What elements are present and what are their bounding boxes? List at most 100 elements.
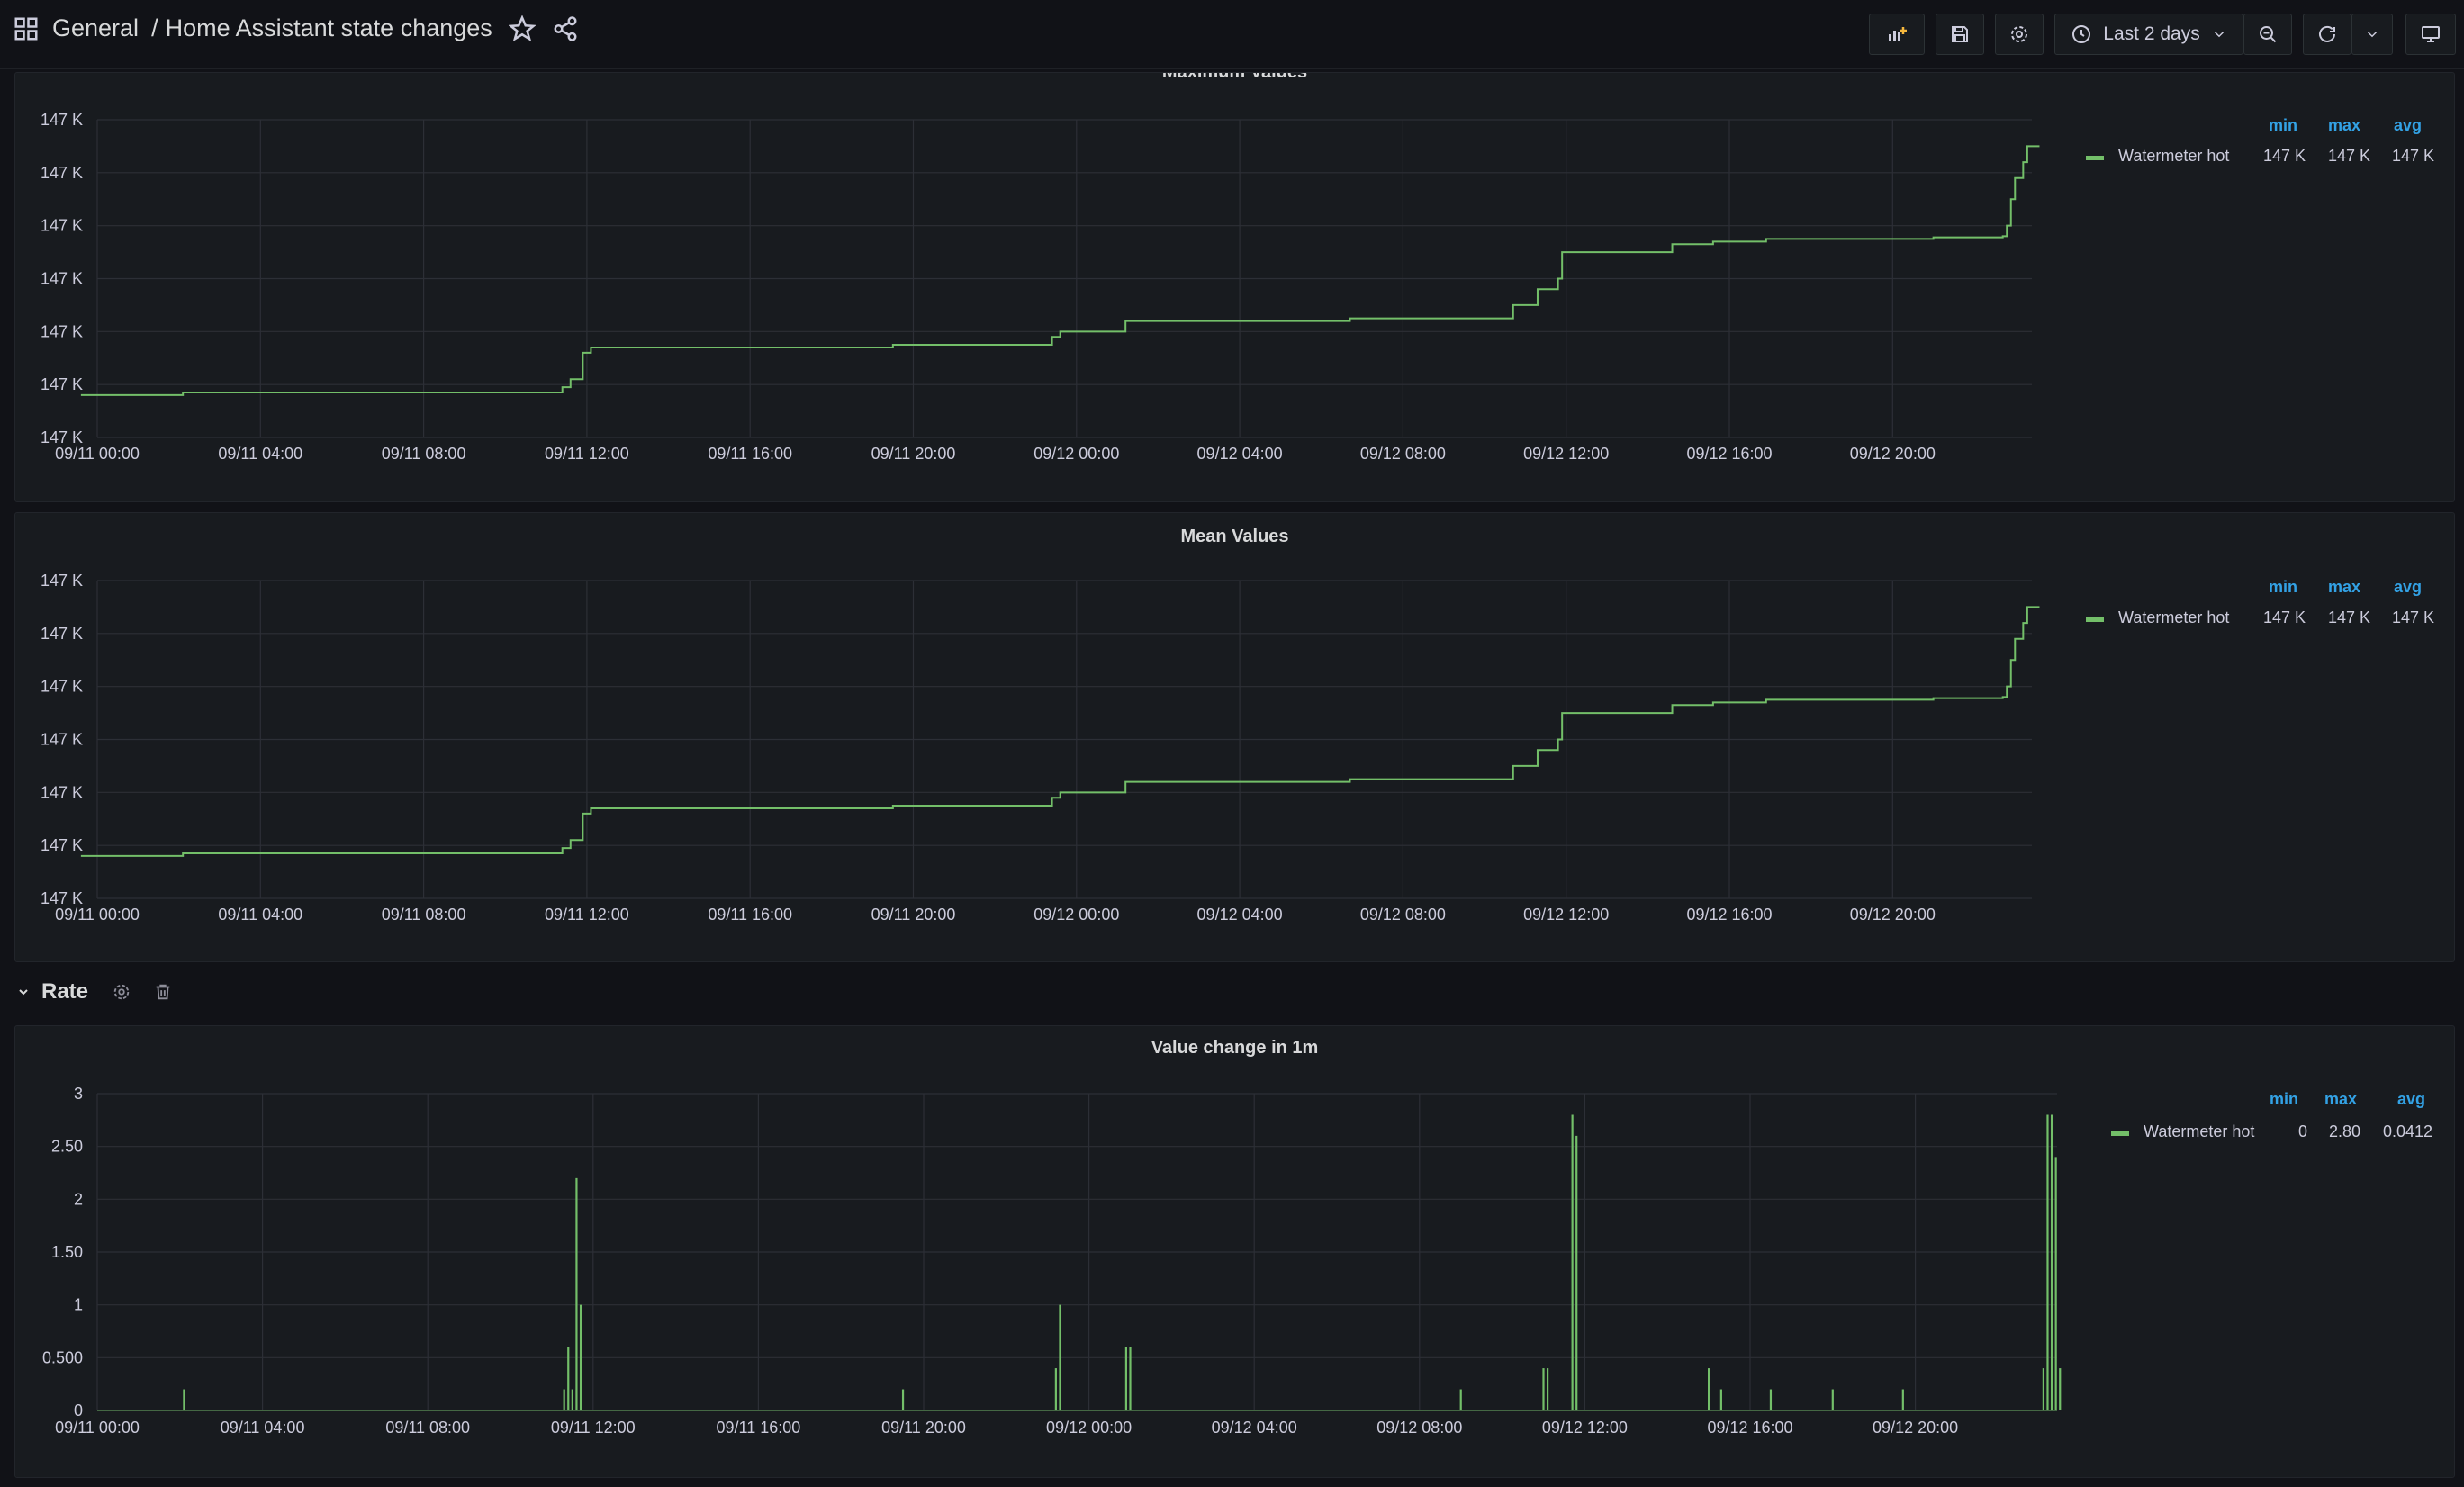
x-tick-label: 09/12 20:00 <box>1850 906 1936 924</box>
x-tick-label: 09/11 20:00 <box>881 1419 966 1437</box>
y-tick-label: 147 K <box>41 836 83 854</box>
save-icon <box>1952 26 1968 42</box>
legend-series-name[interactable]: Watermeter hot <box>2118 608 2230 626</box>
legend-swatch <box>2111 1131 2129 1136</box>
x-tick-label: 09/11 12:00 <box>551 1419 636 1437</box>
x-tick-label: 09/12 20:00 <box>1873 1419 1958 1437</box>
legend-header-avg[interactable]: avg <box>2394 116 2423 134</box>
panel-value-change: Value change in 1m 0 0.500 1 1.50 2 2.50 3 09/1… <box>14 1025 2455 1478</box>
x-tick-label: 09/12 08:00 <box>1360 445 1446 463</box>
x-tick-label: 09/12 12:00 <box>1523 445 1609 463</box>
legend-header-max[interactable]: max <box>2328 116 2361 134</box>
breadcrumb-folder[interactable]: General <box>52 14 140 41</box>
x-tick-label: 09/12 16:00 <box>1686 906 1772 924</box>
star-icon[interactable] <box>508 14 536 42</box>
series-line <box>80 606 2040 857</box>
time-range-label: Last 2 days <box>2103 23 2200 44</box>
legend-max-value: 2.80 <box>2329 1122 2361 1140</box>
x-tick-label: 09/12 00:00 <box>1046 1419 1132 1437</box>
panel-title[interactable]: Maximum Values <box>1161 72 1308 82</box>
dashboard-title[interactable]: Home Assistant state changes <box>165 14 492 41</box>
x-tick-label: 09/11 16:00 <box>708 445 792 463</box>
legend-avg-value: 147 K <box>2392 147 2435 165</box>
y-tick-label: 147 K <box>41 217 83 235</box>
series-line <box>80 145 2040 396</box>
refresh-button[interactable] <box>2303 14 2351 55</box>
y-tick-label: 147 K <box>41 783 83 801</box>
panel-title[interactable]: Value change in 1m <box>1151 1038 1319 1058</box>
chevron-down-icon[interactable] <box>16 985 31 999</box>
cog-icon[interactable] <box>112 982 131 1002</box>
legend-series-name[interactable]: Watermeter hot <box>2118 147 2230 165</box>
refresh-interval-dropdown[interactable] <box>2351 14 2393 55</box>
legend-swatch <box>2086 156 2104 160</box>
y-tick-label: 3 <box>74 1085 83 1103</box>
x-tick-label: 09/11 16:00 <box>708 906 792 924</box>
legend-min-value: 147 K <box>2263 608 2306 626</box>
x-tick-label: 09/12 16:00 <box>1686 445 1772 463</box>
x-tick-label: 09/11 20:00 <box>871 445 956 463</box>
y-tick-label: 147 K <box>41 375 83 393</box>
x-tick-label: 09/12 00:00 <box>1033 906 1119 924</box>
share-icon[interactable] <box>552 15 579 42</box>
breadcrumb-separator: / <box>151 14 158 41</box>
legend-header-min[interactable]: min <box>2269 116 2298 134</box>
x-tick-label: 09/11 16:00 <box>717 1419 801 1437</box>
legend-max-value: 147 K <box>2328 147 2371 165</box>
y-tick-label: 147 K <box>41 678 83 696</box>
x-tick-label: 09/11 08:00 <box>382 906 466 924</box>
y-tick-label: 0 <box>74 1401 83 1419</box>
legend-header-avg[interactable]: avg <box>2394 578 2423 596</box>
x-tick-label: 09/12 04:00 <box>1212 1419 1297 1437</box>
y-tick-label: 147 K <box>41 428 83 446</box>
bar-chart-value-change: 0 0.500 1 1.50 2 2.50 3 09/11 00:00 09/11 04:00 0… <box>42 1085 2062 1437</box>
legend-avg-value: 147 K <box>2392 608 2435 626</box>
zoom-out-button[interactable] <box>2243 14 2292 55</box>
y-tick-label: 147 K <box>41 111 83 129</box>
dashboard-settings-button[interactable] <box>1995 14 2044 55</box>
panel-maximum-values: Maximum Values 147 K 147 K 147 K 147 K 147 K… <box>14 72 2455 502</box>
legend-header-max[interactable]: max <box>2324 1090 2358 1108</box>
refresh-icon <box>2319 25 2335 42</box>
save-dashboard-button[interactable] <box>1936 14 1984 55</box>
add-panel-button[interactable] <box>1869 14 1925 55</box>
x-tick-label: 09/11 08:00 <box>385 1419 470 1437</box>
tv-icon <box>2422 26 2440 42</box>
x-tick-label: 09/11 08:00 <box>382 445 466 463</box>
x-tick-label: 09/12 04:00 <box>1197 906 1283 924</box>
y-tick-label: 147 K <box>41 889 83 907</box>
y-tick-label: 147 K <box>41 625 83 643</box>
x-tick-label: 09/12 12:00 <box>1542 1419 1628 1437</box>
x-tick-label: 09/11 12:00 <box>545 445 629 463</box>
settings-icon <box>2011 26 2027 42</box>
row-title[interactable]: Rate <box>41 979 89 1004</box>
chevron-down-icon <box>2367 32 2378 38</box>
legend-header-max[interactable]: max <box>2328 578 2361 596</box>
y-tick-label: 1.50 <box>51 1243 83 1261</box>
y-tick-label: 2 <box>74 1190 83 1208</box>
legend-header-min[interactable]: min <box>2269 578 2298 596</box>
breadcrumb: General / Home Assistant state changes <box>13 14 579 42</box>
x-tick-label: 09/11 04:00 <box>221 1419 305 1437</box>
y-tick-label: 147 K <box>41 270 83 288</box>
x-tick-label: 09/11 12:00 <box>545 906 629 924</box>
view-mode-button[interactable] <box>2405 14 2456 55</box>
apps-icon[interactable] <box>13 15 40 42</box>
x-tick-label: 09/12 16:00 <box>1707 1419 1792 1437</box>
legend-series-name[interactable]: Watermeter hot <box>2144 1122 2255 1140</box>
legend-min-value: 147 K <box>2263 147 2306 165</box>
x-tick-label: 09/12 04:00 <box>1197 445 1283 463</box>
time-range-picker[interactable]: Last 2 days <box>2054 14 2243 55</box>
panel-title[interactable]: Mean Values <box>1180 527 1289 546</box>
legend-min-value: 0 <box>2298 1122 2308 1140</box>
legend-header-min[interactable]: min <box>2270 1090 2299 1108</box>
x-tick-label: 09/11 00:00 <box>55 445 140 463</box>
trash-icon[interactable] <box>153 982 173 1002</box>
y-tick-label: 147 K <box>41 572 83 590</box>
y-tick-label: 147 K <box>41 164 83 182</box>
legend-header-avg[interactable]: avg <box>2397 1090 2426 1108</box>
panel-mean-values: Mean Values 147 K 147 K 147 K 147 K 147 K 147… <box>14 512 2455 962</box>
x-tick-label: 09/12 12:00 <box>1523 906 1609 924</box>
x-tick-label: 09/12 08:00 <box>1376 1419 1462 1437</box>
